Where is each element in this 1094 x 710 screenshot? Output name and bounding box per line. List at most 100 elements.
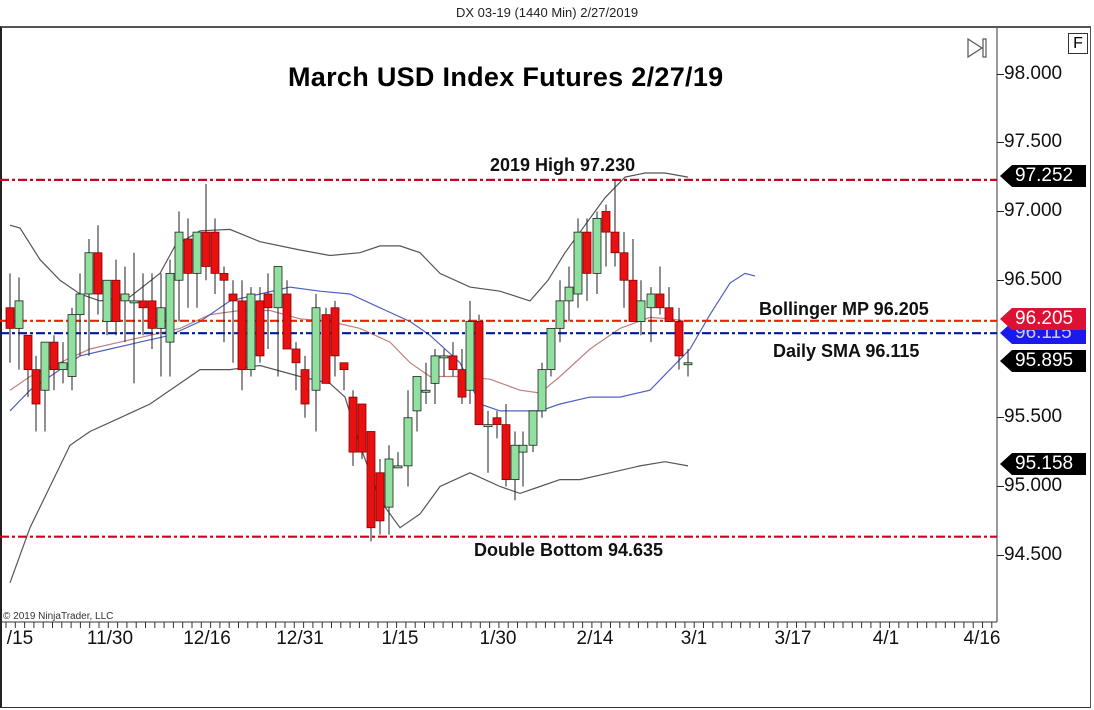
candle-down: [357, 403, 367, 453]
candle-down: [664, 307, 674, 322]
x-label: 1/15: [381, 628, 419, 649]
scroll-to-end-button[interactable]: [966, 37, 990, 59]
y-tick: [997, 417, 1004, 418]
candle-down: [255, 300, 265, 357]
y-label: 95.500: [1004, 406, 1063, 427]
candle-down: [201, 231, 211, 267]
candle-up: [412, 376, 422, 412]
candle-down: [655, 293, 665, 309]
instrument-title: DX 03-19 (1440 Min) 2/27/2019: [455, 5, 639, 20]
x-label: 3/1: [680, 628, 708, 649]
candle-down: [147, 300, 157, 329]
candle-down: [474, 321, 484, 426]
x-label: 12/31: [276, 628, 324, 649]
chart-title: March USD Index Futures 2/27/19: [288, 62, 724, 92]
candle-down: [282, 293, 292, 350]
x-label: 11/30: [86, 628, 134, 649]
candle-down: [138, 300, 148, 309]
candle-down: [321, 314, 331, 384]
candle-down: [366, 431, 376, 529]
y-label: 97.000: [1004, 200, 1063, 221]
x-label: 12/16: [183, 628, 231, 649]
candle-up: [683, 362, 693, 366]
candle-up: [40, 341, 50, 391]
candle-down: [619, 252, 629, 281]
candle-up: [75, 293, 85, 316]
candle-up: [518, 444, 528, 453]
candle-down: [674, 321, 684, 357]
candle-down: [263, 293, 273, 309]
candle-up: [483, 424, 493, 428]
candle-up: [246, 293, 256, 371]
candle-down: [31, 369, 41, 405]
candle-up: [439, 355, 449, 359]
price-badge-lower-band: 95.158: [1000, 453, 1086, 475]
annotation-double-bottom: Double Bottom 94.635: [474, 540, 664, 560]
x-label: 4/16: [963, 628, 1001, 649]
candle-down: [448, 355, 458, 371]
y-label: 96.500: [1004, 269, 1063, 290]
annotation-bollinger-mp: Bollinger MP 96.205: [759, 299, 929, 319]
annotation-2019-high: 2019 High 97.230: [490, 155, 636, 175]
candle-up: [555, 300, 565, 329]
format-button[interactable]: F: [1068, 33, 1088, 54]
candle-up: [311, 307, 321, 391]
candle-up: [192, 231, 202, 274]
price-badge-bollinger: 96.205: [1000, 308, 1086, 330]
candle-down: [348, 396, 358, 453]
candle-up: [546, 327, 556, 371]
candle-down: [5, 307, 15, 329]
candle-up: [421, 389, 431, 393]
candle-up: [84, 252, 94, 295]
upper-bollinger-band-line: [9, 172, 689, 302]
candle-up: [528, 410, 538, 446]
candle-up: [636, 300, 646, 322]
annotation-daily-sma: Daily SMA 96.115: [773, 341, 920, 361]
candle-down: [210, 231, 220, 274]
candle-down: [610, 231, 620, 254]
y-label: 98.000: [1004, 63, 1063, 84]
candle-up: [58, 362, 68, 371]
y-tick: [997, 211, 1004, 212]
candle-down: [375, 472, 385, 522]
y-label: 94.500: [1004, 544, 1063, 565]
candle-down: [457, 369, 467, 398]
candle-up: [510, 444, 520, 481]
candle-up: [102, 279, 112, 322]
candle-down: [291, 348, 301, 364]
middle-band-line: [9, 309, 689, 394]
price-badge-high-line: 97.252: [1000, 165, 1086, 187]
candle-up: [465, 321, 475, 391]
candle-up: [403, 417, 413, 467]
candle-down: [601, 211, 611, 233]
candle-down: [501, 424, 511, 481]
candle-up: [129, 300, 139, 304]
candle-down: [300, 369, 310, 405]
y-tick: [997, 486, 1004, 487]
candle-down: [330, 307, 340, 357]
x-label: 4/1: [872, 628, 900, 649]
price-badge-last: 95.895: [1000, 350, 1086, 372]
y-tick: [997, 280, 1004, 281]
copyright-notice: © 2019 NinjaTrader, LLC: [3, 611, 114, 622]
candle-up: [14, 300, 24, 329]
candle-up: [573, 231, 583, 295]
candle-up: [430, 355, 440, 384]
y-tick: [997, 555, 1004, 556]
moving-average-line: [9, 272, 756, 412]
candle-down: [111, 279, 121, 322]
candle-up: [174, 231, 184, 281]
candle-down: [93, 252, 103, 295]
candle-down: [228, 293, 238, 302]
x-label: 2/14: [576, 628, 614, 649]
candle-down: [23, 334, 33, 371]
candle-down: [219, 272, 229, 281]
candle-down: [237, 300, 247, 371]
candle-up: [537, 369, 547, 412]
candle-up: [67, 314, 77, 377]
candle-down: [49, 341, 59, 371]
candle-up: [592, 217, 602, 274]
x-label: /15: [6, 628, 34, 649]
scroll-to-end-icon: [967, 37, 987, 59]
